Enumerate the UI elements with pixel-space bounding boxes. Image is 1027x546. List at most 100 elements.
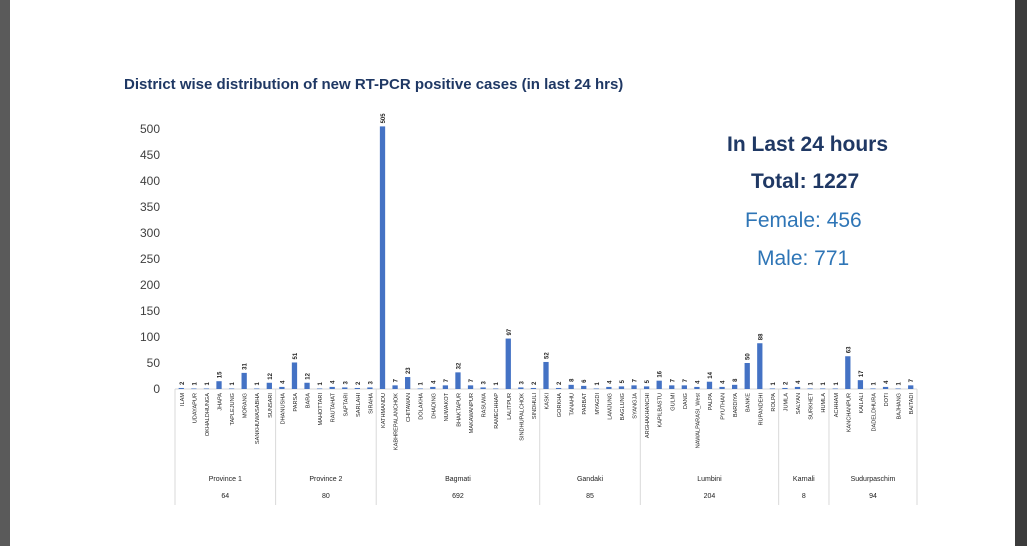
bar bbox=[908, 385, 914, 389]
category-label: BARA bbox=[306, 393, 312, 409]
data-label: 97 bbox=[507, 328, 513, 335]
window-frame-left bbox=[0, 0, 10, 546]
bar bbox=[568, 384, 574, 389]
data-label: 23 bbox=[406, 367, 412, 374]
data-label: 1 bbox=[897, 381, 903, 385]
bar bbox=[493, 388, 499, 390]
data-label: 7 bbox=[909, 378, 915, 382]
data-label: 4 bbox=[280, 380, 286, 384]
bar bbox=[656, 380, 662, 389]
category-label: PARBAT bbox=[582, 392, 588, 414]
bar bbox=[392, 385, 398, 389]
category-label: SIRAHA bbox=[368, 393, 374, 414]
data-label: 51 bbox=[293, 352, 299, 359]
bar bbox=[631, 385, 637, 389]
group-label: Province 2 bbox=[309, 476, 342, 483]
y-tick-label: 150 bbox=[140, 304, 160, 318]
group-label: Bagmati bbox=[445, 476, 471, 483]
category-label: RAUTAHAT bbox=[331, 392, 337, 422]
category-label: LAMJUNG bbox=[607, 393, 613, 420]
category-label: BANKE bbox=[746, 393, 752, 412]
bar bbox=[279, 386, 285, 389]
bar bbox=[782, 387, 788, 389]
bar bbox=[266, 382, 272, 389]
category-label: HUMLA bbox=[821, 393, 827, 413]
data-label: 2 bbox=[783, 381, 789, 385]
category-label: KAPILBASTU bbox=[658, 393, 664, 428]
data-label: 1 bbox=[205, 381, 211, 385]
category-label: NAWALPARASI_West bbox=[695, 393, 701, 449]
y-tick-label: 250 bbox=[140, 252, 160, 266]
data-label: 4 bbox=[331, 380, 337, 384]
data-label: 4 bbox=[884, 380, 890, 384]
bar bbox=[719, 386, 725, 389]
category-label: ILAM bbox=[180, 393, 186, 406]
category-label: GULMI bbox=[670, 393, 676, 411]
data-label: 63 bbox=[846, 346, 852, 353]
bar bbox=[254, 388, 260, 390]
category-label: KASKI bbox=[545, 393, 551, 410]
data-label: 3 bbox=[482, 380, 488, 384]
bar bbox=[178, 387, 184, 389]
y-tick-label: 0 bbox=[153, 382, 160, 396]
bar bbox=[417, 388, 423, 390]
category-label: TANAHU bbox=[570, 393, 576, 416]
bar bbox=[304, 382, 310, 389]
bar bbox=[669, 385, 675, 389]
category-label: BARDIYA bbox=[733, 393, 739, 417]
bar bbox=[706, 381, 713, 389]
data-label: 1 bbox=[809, 381, 815, 385]
y-tick-label: 400 bbox=[140, 174, 160, 188]
bar bbox=[216, 381, 222, 389]
category-label: DANG bbox=[683, 393, 689, 409]
data-label: 50 bbox=[746, 353, 752, 360]
group-label: Lumbini bbox=[697, 476, 722, 483]
data-label: 1 bbox=[871, 381, 877, 385]
data-label: 15 bbox=[218, 371, 224, 378]
y-tick-label: 350 bbox=[140, 200, 160, 214]
category-label: SAPTARI bbox=[343, 393, 349, 417]
data-label: 32 bbox=[456, 362, 462, 369]
data-label: 8 bbox=[733, 378, 739, 382]
bar bbox=[203, 388, 210, 390]
group-total: 692 bbox=[452, 493, 464, 500]
category-label: CHITAWAN bbox=[406, 393, 412, 422]
group-total: 80 bbox=[322, 493, 330, 500]
bar bbox=[354, 387, 360, 389]
category-label: PALPA bbox=[708, 393, 714, 410]
bar bbox=[555, 387, 562, 389]
window-frame-right bbox=[1015, 0, 1027, 546]
category-label: KAILALI bbox=[859, 393, 865, 414]
category-label: PARSA bbox=[293, 393, 299, 412]
data-label: 31 bbox=[243, 363, 249, 370]
category-label: JHAPA bbox=[218, 393, 224, 411]
category-label: KABHREPALANCHOK bbox=[394, 393, 400, 450]
data-label: 2 bbox=[557, 381, 563, 385]
data-label: 3 bbox=[368, 380, 374, 384]
category-label: BAJHANG bbox=[897, 393, 903, 419]
group-total: 85 bbox=[586, 493, 594, 500]
bar bbox=[342, 387, 348, 389]
y-tick-label: 500 bbox=[140, 122, 160, 136]
category-label: OKHALDHUNGA bbox=[205, 393, 211, 436]
group-label: Sudurpaschim bbox=[851, 476, 896, 483]
category-label: LALITPUR bbox=[507, 393, 513, 420]
group-label: Province 1 bbox=[209, 476, 242, 483]
data-label: 7 bbox=[394, 378, 400, 382]
bar bbox=[820, 388, 826, 390]
category-label: RUPANDEHI bbox=[758, 393, 764, 426]
data-label: 3 bbox=[343, 380, 349, 384]
summary-heading: In Last 24 hours bbox=[727, 133, 889, 156]
data-label: 16 bbox=[658, 370, 664, 377]
bar bbox=[480, 387, 486, 389]
bar bbox=[581, 385, 587, 389]
data-label: 4 bbox=[607, 380, 613, 384]
bar bbox=[430, 386, 436, 389]
category-label: DHANUSHA bbox=[280, 393, 286, 425]
y-tick-label: 100 bbox=[140, 330, 160, 344]
bar bbox=[895, 388, 901, 390]
data-label: 12 bbox=[268, 372, 274, 379]
category-label: GORKHA bbox=[557, 393, 563, 418]
bar bbox=[832, 388, 838, 390]
data-label: 1 bbox=[419, 381, 425, 385]
